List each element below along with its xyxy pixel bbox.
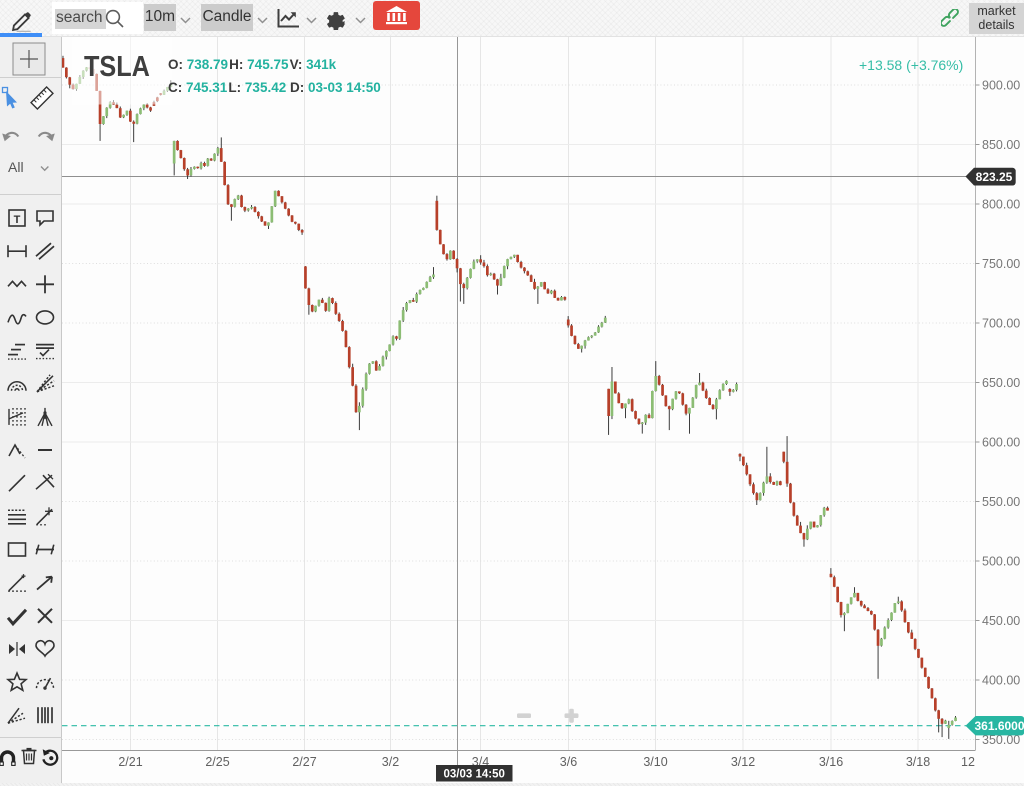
svg-text:900.00: 900.00 xyxy=(982,79,1020,93)
svg-text:3/2: 3/2 xyxy=(382,755,399,769)
svg-text:3/6: 3/6 xyxy=(560,755,577,769)
svg-text:12: 12 xyxy=(961,755,975,769)
svg-text:All: All xyxy=(8,159,24,175)
svg-text:03/03 14:50: 03/03 14:50 xyxy=(444,769,505,781)
svg-text:750.00: 750.00 xyxy=(982,257,1020,271)
svg-text:3/10: 3/10 xyxy=(643,755,667,769)
svg-text:400.00: 400.00 xyxy=(982,674,1020,688)
svg-text:550.00: 550.00 xyxy=(982,495,1020,509)
svg-text:2/27: 2/27 xyxy=(292,755,316,769)
svg-text:361.6000: 361.6000 xyxy=(974,719,1024,733)
svg-text:2/21: 2/21 xyxy=(118,755,142,769)
svg-text:450.00: 450.00 xyxy=(982,614,1020,628)
svg-text:500.00: 500.00 xyxy=(982,555,1020,569)
svg-text:850.00: 850.00 xyxy=(982,138,1020,152)
svg-text:2/25: 2/25 xyxy=(205,755,229,769)
svg-text:700.00: 700.00 xyxy=(982,317,1020,331)
svg-text:800.00: 800.00 xyxy=(982,198,1020,212)
svg-text:3/16: 3/16 xyxy=(819,755,843,769)
svg-text:350.00: 350.00 xyxy=(982,733,1020,747)
svg-text:823.25: 823.25 xyxy=(976,170,1013,184)
svg-text:T: T xyxy=(14,214,21,226)
svg-text:3/12: 3/12 xyxy=(731,755,755,769)
svg-text:650.00: 650.00 xyxy=(982,376,1020,390)
svg-text:600.00: 600.00 xyxy=(982,436,1020,450)
svg-text:3/18: 3/18 xyxy=(906,755,930,769)
